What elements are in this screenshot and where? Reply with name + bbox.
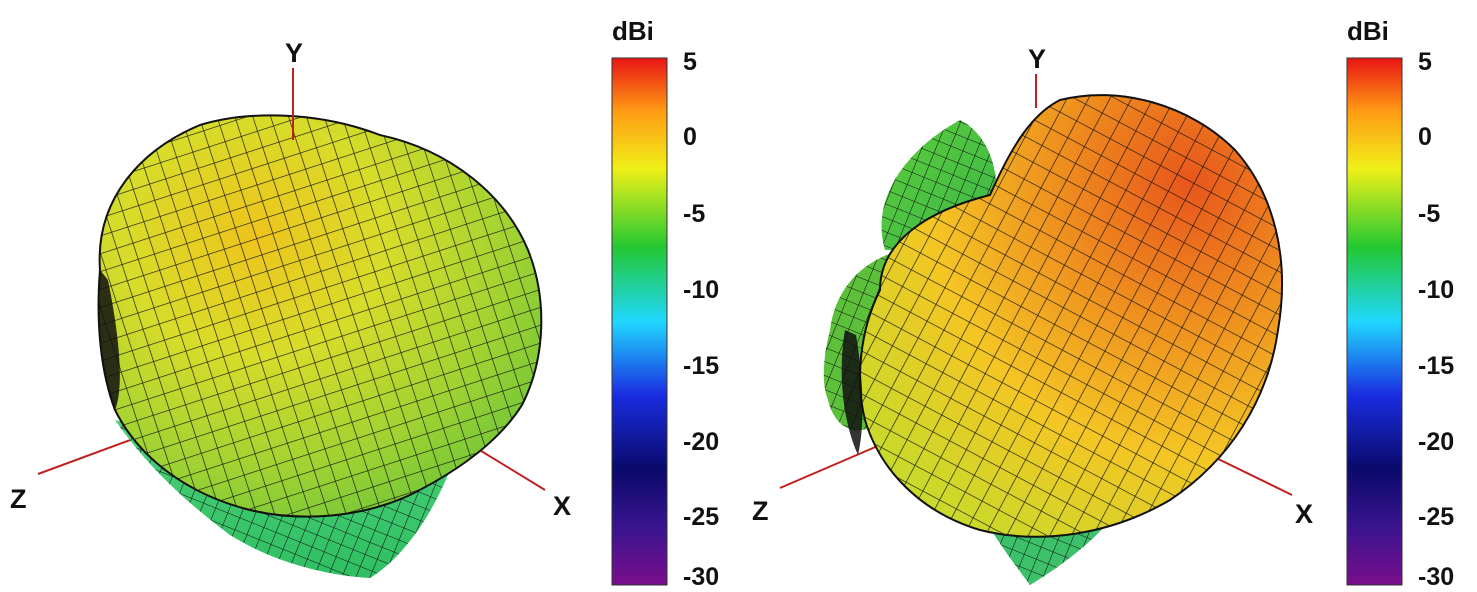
right-colorbar: dBi 5 0 -5 -10 -15 -20 -25 -30 <box>1346 16 1454 591</box>
left-x-axis-label: X <box>553 491 571 521</box>
left-y-axis-label: Y <box>285 38 303 68</box>
left-colorbar: dBi 5 0 -5 -10 -15 -20 -25 -30 <box>611 16 719 591</box>
right-colorbar-tick-5: 5 <box>1418 48 1432 76</box>
right-colorbar-tick-neg20: -20 <box>1418 428 1454 456</box>
left-colorbar-tick-neg30: -30 <box>683 563 719 591</box>
right-colorbar-tick-0: 0 <box>1418 123 1432 151</box>
right-x-axis-label: X <box>1295 499 1313 529</box>
left-pattern-surface <box>97 114 543 578</box>
left-panel: Y Z X dBi 5 0 -5 -10 -15 -20 -25 -30 <box>10 16 719 591</box>
left-colorbar-tick-neg20: -20 <box>683 428 719 456</box>
right-y-axis-label: Y <box>1028 44 1046 74</box>
right-colorbar-unit: dBi <box>1347 16 1389 46</box>
right-colorbar-tick-neg5: -5 <box>1418 200 1440 228</box>
right-z-axis-line <box>779 444 881 489</box>
left-colorbar-tick-neg10: -10 <box>683 276 719 304</box>
right-z-axis-label: Z <box>752 496 769 526</box>
left-colorbar-tick-5: 5 <box>683 48 697 76</box>
right-panel: Y Z X dBi 5 0 -5 -10 -15 -20 -25 -30 <box>752 16 1454 591</box>
right-colorbar-tick-neg10: -10 <box>1418 276 1454 304</box>
right-pattern-surface <box>823 94 1283 585</box>
left-colorbar-bar <box>611 57 668 586</box>
right-colorbar-tick-neg25: -25 <box>1418 503 1454 531</box>
left-colorbar-tick-neg5: -5 <box>683 200 705 228</box>
right-colorbar-bar <box>1346 57 1403 586</box>
right-colorbar-tick-neg30: -30 <box>1418 563 1454 591</box>
left-z-axis-label: Z <box>10 484 27 514</box>
left-colorbar-tick-neg25: -25 <box>683 503 719 531</box>
left-colorbar-tick-0: 0 <box>683 123 697 151</box>
right-colorbar-tick-neg15: -15 <box>1418 352 1454 380</box>
left-colorbar-tick-neg15: -15 <box>683 352 719 380</box>
right-x-axis-line <box>1209 454 1293 496</box>
right-axes <box>779 444 1293 496</box>
left-colorbar-unit: dBi <box>612 16 654 46</box>
